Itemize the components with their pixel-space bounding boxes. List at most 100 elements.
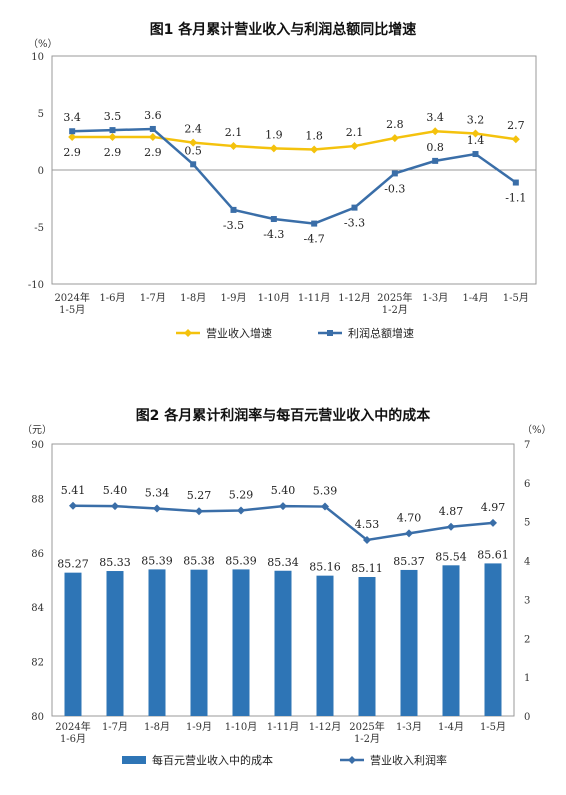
chart2-x-tick: 1-3月 (396, 721, 422, 733)
chart2-bar-label: 85.11 (351, 562, 383, 575)
chart2-point (405, 529, 413, 538)
chart2-y-tick-left: 90 (31, 440, 44, 451)
chart2-point (321, 502, 329, 511)
chart2-bar (64, 572, 82, 716)
chart1-point (148, 132, 157, 141)
chart1-y-tick: -10 (28, 280, 44, 291)
chart1-x-tick: 1-6月 (99, 292, 125, 304)
chart1-legend-marker (327, 330, 333, 336)
chart2-x-tick: 1-5月 (480, 721, 506, 733)
chart1-point (68, 132, 77, 141)
chart1-data-label: 2.9 (144, 146, 162, 159)
chart1-data-label: -4.3 (263, 228, 284, 241)
chart1-data-label: 3.4 (63, 111, 81, 124)
chart1-point (189, 138, 198, 147)
chart1-data-label: 0.8 (426, 141, 444, 154)
chart1-point (149, 125, 156, 132)
chart1-point (432, 157, 439, 164)
chart1-series-line (72, 127, 517, 225)
chart2-point (195, 507, 203, 516)
chart1-x-tick: 1-10月 (258, 292, 290, 304)
chart2-bar (400, 569, 418, 716)
chart2-bar-label: 85.39 (225, 554, 257, 567)
chart2-title: 图2 各月累计利润率与每百元营业收入中的成本 (135, 408, 431, 424)
chart2-y-tick-left: 84 (31, 603, 44, 614)
chart2-y-tick-left: 80 (31, 712, 44, 723)
chart2-bar (232, 569, 250, 716)
chart2-y-tick-right: 1 (524, 673, 530, 684)
chart1-point (269, 144, 278, 153)
chart2-point (279, 502, 287, 511)
chart1-point (190, 161, 197, 168)
chart2-line-label: 5.27 (187, 489, 212, 502)
chart2-point (111, 502, 119, 511)
chart2-line-label: 5.29 (229, 488, 254, 501)
chart1-point (351, 204, 358, 211)
chart2-legend-swatch-bar (122, 756, 146, 764)
chart2-x-tick: 2024年 1-6月 (55, 720, 90, 745)
chart1-data-label: 3.4 (426, 111, 444, 124)
chart2-y-unit-right: （%） (522, 424, 552, 436)
chart2-bar (358, 577, 376, 716)
chart1-point (390, 134, 399, 143)
chart1-data-label: 2.8 (386, 118, 404, 131)
chart1-x-tick: 1-7月 (140, 292, 166, 304)
chart2-bar-label: 85.33 (99, 556, 131, 569)
chart2-point (489, 518, 497, 527)
chart2-line-label: 5.34 (145, 487, 170, 500)
chart2-y-tick-right: 2 (524, 634, 530, 645)
chart2-x-tick: 1-4月 (438, 721, 464, 733)
chart1-data-label: 2.7 (507, 119, 525, 132)
chart2-bar (316, 575, 334, 716)
chart2-y-tick-right: 4 (524, 557, 530, 568)
chart1-y-tick: 0 (38, 166, 44, 177)
chart2-bar (190, 569, 208, 716)
chart2-line-label: 5.39 (313, 485, 338, 498)
chart2-bar-label: 85.39 (141, 554, 173, 567)
chart2-line-label: 4.53 (355, 518, 380, 531)
chart2-y-tick-left: 82 (31, 658, 44, 669)
chart1-point (109, 127, 116, 134)
chart2-legend-label-bar: 每百元营业收入中的成本 (152, 753, 273, 767)
chart1-point (229, 142, 238, 151)
chart2-bar-label: 85.61 (477, 548, 509, 561)
chart1-point (270, 216, 277, 223)
chart1-point (350, 142, 359, 151)
chart2-y-tick-left: 88 (31, 494, 44, 505)
chart1-data-label: -3.5 (223, 219, 244, 232)
chart2-x-tick: 1-7月 (102, 721, 128, 733)
chart2-bar-label: 85.37 (393, 555, 425, 568)
chart2-series-line (72, 504, 494, 542)
chart2-y-unit-left: （元） (22, 424, 52, 436)
chart2-point (447, 522, 455, 531)
chart1-x-tick: 2025年 1-2月 (377, 291, 412, 316)
chart2-bar (148, 569, 166, 716)
chart1-point (230, 206, 237, 213)
chart1-data-label: 2.9 (104, 146, 122, 159)
chart2-line-label: 5.40 (103, 484, 128, 497)
chart2-y-tick-right: 3 (524, 595, 530, 606)
chart1-x-tick: 1-4月 (462, 292, 488, 304)
chart1-data-label: 1.4 (467, 134, 485, 147)
chart2-x-tick: 1-8月 (144, 721, 170, 733)
chart2-bar-label: 85.34 (267, 556, 299, 569)
chart1-data-label: 2.1 (225, 126, 243, 139)
chart2-bar (274, 570, 292, 716)
chart1-data-label: 3.5 (104, 110, 122, 123)
chart2-point (153, 504, 161, 513)
chart1-point (310, 145, 319, 154)
chart2-y-tick-right: 7 (524, 440, 530, 451)
chart1-point (512, 179, 519, 186)
chart2-point (69, 501, 77, 510)
chart1-data-label: 3.6 (144, 109, 162, 122)
chart1-y-tick: 10 (31, 52, 44, 63)
chart2-legend-marker (348, 756, 356, 764)
chart1-y-tick: -5 (34, 223, 44, 234)
chart2-line-label: 5.41 (61, 484, 86, 497)
chart1-x-tick: 1-11月 (298, 292, 330, 304)
chart2-x-tick: 1-9月 (186, 721, 212, 733)
chart1-data-label: 1.9 (265, 128, 283, 141)
chart1-point (391, 170, 398, 177)
chart2-x-tick: 1-10月 (225, 721, 257, 733)
